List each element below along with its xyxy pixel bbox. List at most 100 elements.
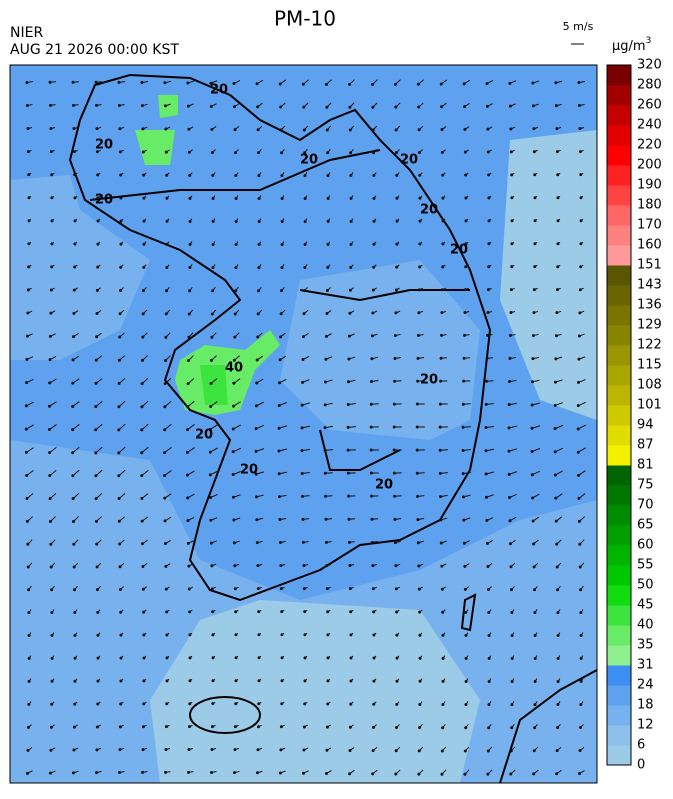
wind-arrow-head (396, 703, 398, 705)
wind-arrow-head (324, 449, 326, 451)
wind-arrow-head (258, 175, 260, 177)
wind-arrow-head (25, 405, 27, 407)
wind-arrow-head (534, 612, 536, 614)
wind-arrow-head (28, 266, 30, 268)
wind-arrow-head (26, 358, 28, 360)
wind-arrow-head (258, 290, 260, 292)
wind-arrow-head (465, 657, 467, 659)
wind-arrow-head (396, 727, 398, 729)
wind-arrow-head (372, 83, 374, 85)
colorbar-label: 18 (637, 698, 654, 713)
wind-arrow-head (232, 473, 234, 475)
colorbar-segment (607, 205, 631, 226)
wind-arrow-head (370, 472, 372, 474)
wind-arrow-head (118, 383, 120, 385)
wind-arrow-head (256, 542, 258, 544)
colorbar-segment (607, 65, 631, 86)
wind-arrow-head (28, 657, 30, 659)
wind-arrow-head (556, 289, 558, 291)
contour-label: 20 (195, 428, 213, 443)
wind-arrow-head (395, 773, 397, 775)
wind-arrow-head (211, 749, 213, 751)
wind-arrow-head (166, 703, 168, 705)
wind-arrow-head (326, 564, 328, 566)
wind-arrow-head (27, 543, 29, 545)
wind-arrow-head (580, 197, 582, 199)
wind-arrow-head (327, 657, 329, 659)
wind-arrow-head (51, 220, 53, 222)
colorbar-label: 115 (637, 358, 662, 373)
wind-arrow-head (418, 289, 420, 291)
wind-arrow-head (509, 520, 511, 522)
wind-arrow-head (28, 174, 30, 176)
wind-arrow-head (396, 197, 398, 199)
colorbar-label: 101 (637, 398, 662, 413)
title: PM-10 (274, 7, 336, 31)
wind-arrow-head (419, 657, 421, 659)
wind-arrow-head (141, 105, 143, 107)
wind-arrow-head (555, 105, 557, 107)
wind-arrow-head (209, 451, 211, 453)
wind-arrow-head (141, 497, 143, 499)
wind-arrow-head (73, 543, 75, 545)
wind-arrow-head (51, 657, 53, 659)
wind-arrow-head (442, 680, 444, 682)
wind-arrow-head (118, 520, 120, 522)
wind-arrow-head (556, 128, 558, 130)
contour-label: 20 (420, 203, 438, 218)
wind-arrow-head (235, 290, 237, 292)
wind-arrow-head (281, 634, 283, 636)
wind-arrow-head (532, 520, 534, 522)
wind-arrow-head (557, 612, 559, 614)
wind-arrow-head (556, 312, 558, 314)
wind-arrow-head (372, 750, 374, 752)
wind-arrow-head (348, 83, 350, 85)
wind-arrow-head (487, 128, 489, 130)
wind-arrow-head (258, 703, 260, 705)
wind-arrow-head (118, 359, 120, 361)
wind-arrow-head (280, 313, 282, 315)
wind-arrow-head (324, 404, 326, 406)
colorbar-segment (607, 485, 631, 506)
wind-arrow-head (188, 313, 190, 315)
wind-arrow-head (51, 634, 53, 636)
contour-label: 20 (400, 153, 418, 168)
wind-arrow-head (187, 520, 189, 522)
wind-arrow-head (164, 429, 166, 431)
wind-arrow-head (441, 773, 443, 775)
wind-arrow-head (578, 381, 580, 383)
wind-arrow-head (302, 772, 304, 774)
wind-arrow-head (508, 427, 510, 429)
colorbar-segment (607, 625, 631, 646)
wind-arrow-head (210, 105, 212, 107)
wind-arrow-head (51, 680, 53, 682)
wind-arrow-head (464, 334, 466, 336)
wind-arrow-head (96, 336, 98, 338)
wind-arrow-head (350, 152, 352, 154)
wind-arrow-head (26, 474, 28, 476)
wind-arrow-head (255, 496, 257, 498)
wind-arrow-head (395, 750, 397, 752)
contour-label: 20 (95, 193, 113, 208)
wind-arrow-head (464, 106, 466, 108)
wind-arrow-head (142, 588, 144, 590)
colorbar-label: 94 (637, 418, 654, 433)
wind-arrow-head (418, 312, 420, 314)
wind-arrow-head (186, 474, 188, 476)
wind-arrow-head (326, 772, 328, 774)
colorbar-label: 40 (637, 618, 654, 633)
wind-arrow-head (164, 406, 166, 408)
wind-arrow-head (281, 220, 283, 222)
wind-arrow-head (417, 380, 419, 382)
contour-label: 20 (210, 83, 228, 98)
wind-arrow-head (189, 634, 191, 636)
wind-arrow-head (462, 496, 464, 498)
wind-arrow-head (257, 588, 259, 590)
wind-arrow-head (534, 220, 536, 222)
wind-arrow-head (510, 773, 512, 775)
colorbar-label: 200 (637, 158, 662, 173)
wind-arrow-head (210, 519, 212, 521)
wind-arrow-head (211, 128, 213, 130)
wind-arrow-head (533, 289, 535, 291)
wind-arrow-head (188, 565, 190, 567)
